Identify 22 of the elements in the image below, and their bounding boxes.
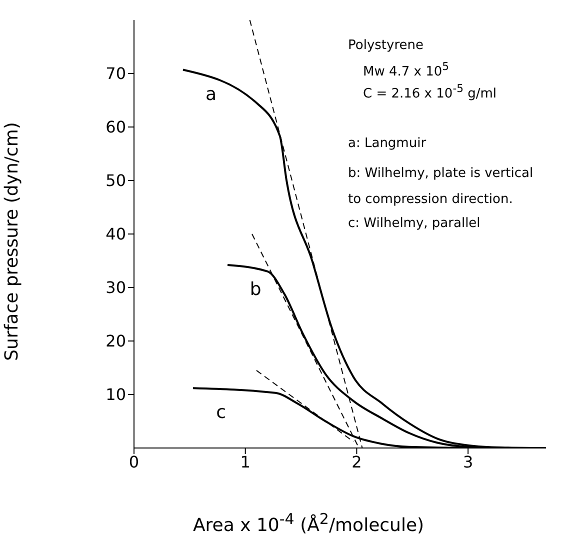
x-axis-title: Area x 10$^{-4}$ (Å$^{2}$/molecule) [192, 510, 426, 536]
annotation: a: Langmuir [348, 136, 426, 151]
y-axis-title: Surface pressure (dyn/cm) [2, 121, 22, 363]
y-tick-label: 20 [106, 332, 126, 351]
y-tick-label: 10 [106, 385, 126, 404]
series-label: a [205, 84, 217, 105]
x-tick-label: 2 [352, 452, 362, 472]
x-tick-label: 1 [240, 452, 250, 472]
y-tick-label: 40 [106, 224, 126, 244]
y-tick-label: 60 [106, 118, 126, 137]
series-label: b [250, 279, 262, 300]
annotation: c: Wilhelmy, parallel [348, 216, 480, 231]
y-tick-label: 70 [106, 64, 126, 84]
y-tick-label: 50 [106, 171, 126, 190]
annotation: Polystyrene [348, 38, 424, 53]
annotation: b: Wilhelmy, plate is vertical to compression direction. [348, 165, 534, 209]
x-tick-label: 3 [462, 452, 474, 472]
x-tick-label: 0 [128, 452, 140, 472]
series-label: c [216, 402, 226, 424]
annotation: Mw 4.7 x 10$^{5}$ [363, 60, 450, 80]
annotation: C = 2.16 x 10$^{-5}$ g/ml [363, 82, 497, 102]
y-tick-label: 30 [106, 278, 126, 298]
